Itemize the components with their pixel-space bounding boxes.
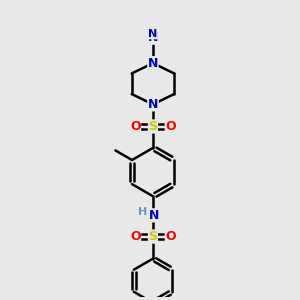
Text: O: O [165, 230, 176, 243]
Text: O: O [165, 120, 176, 133]
Text: N: N [148, 98, 158, 111]
Text: O: O [130, 120, 141, 133]
Text: S: S [148, 120, 158, 133]
Text: O: O [130, 230, 141, 243]
Text: N: N [148, 31, 158, 44]
Text: N: N [149, 209, 160, 222]
Text: N: N [148, 57, 158, 70]
Text: N: N [148, 29, 158, 39]
Text: S: S [148, 230, 158, 243]
Text: H: H [138, 207, 147, 218]
